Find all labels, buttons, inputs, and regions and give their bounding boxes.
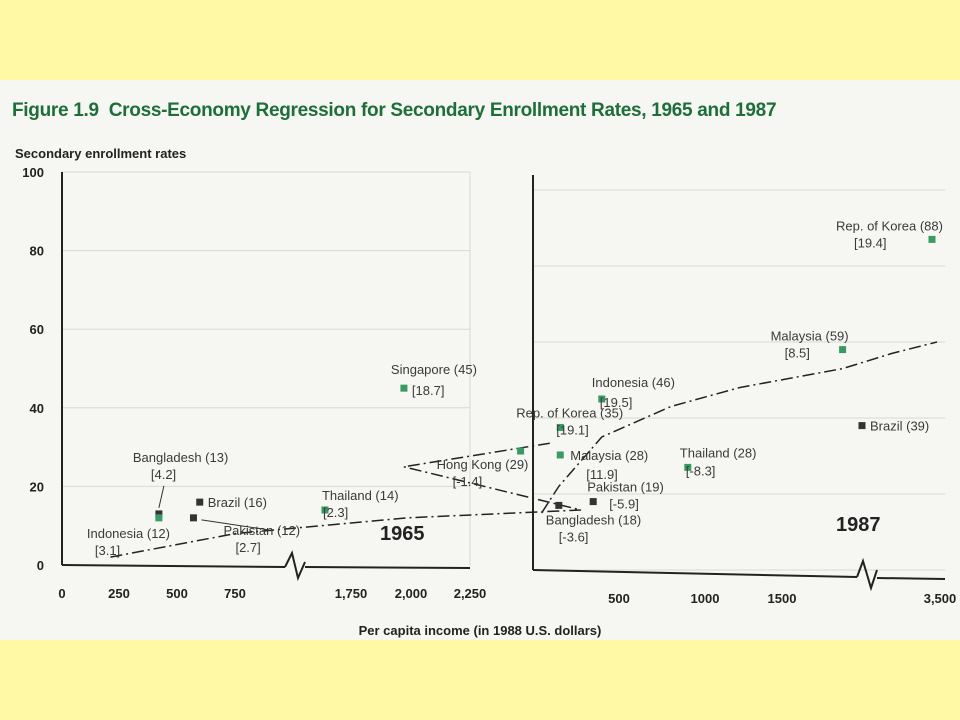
point-label-1965: Singapore (45) xyxy=(391,362,477,377)
point-residual-1987: [19.5] xyxy=(600,395,633,410)
point-label-1965: Indonesia (12) xyxy=(87,526,170,541)
point-residual-1987: [8.5] xyxy=(785,346,810,361)
x-tick-label-1965: 250 xyxy=(108,586,130,601)
figure-number: Figure 1.9 xyxy=(12,100,99,121)
y-axis-title: Secondary enrollment rates xyxy=(15,146,186,161)
point-label-1987: Bangladesh (18) xyxy=(546,512,641,527)
data-point-1987 xyxy=(858,422,866,430)
point-residual-1965: [2.7] xyxy=(235,540,260,555)
point-residual-1987: [19.4] xyxy=(854,235,887,250)
point-residual-1965: [19.1] xyxy=(556,422,589,437)
data-point-1965 xyxy=(321,506,329,514)
point-label-1987: Brazil (39) xyxy=(870,419,929,434)
point-label-1987: Pakistan (19) xyxy=(587,480,664,495)
panel-label-1987: 1987 xyxy=(836,514,881,536)
point-residual-1965: [18.7] xyxy=(412,383,445,398)
x-axis-1987-left xyxy=(532,569,858,578)
point-label-1965: Thailand (14) xyxy=(322,488,399,503)
regression-line-1965 xyxy=(110,442,582,558)
x-axis-1987-right xyxy=(876,577,946,580)
y-tick-label: 100 xyxy=(22,165,44,180)
point-label-1965: Bangladesh (13) xyxy=(133,450,228,465)
x-axis-1965-left xyxy=(61,564,286,568)
data-point-1987 xyxy=(598,395,606,403)
point-residual-1965: [-1.4] xyxy=(453,474,483,489)
figure-title-text: Cross-Economy Regression for Secondary E… xyxy=(108,100,777,121)
point-label-1965: Hong Kong (29) xyxy=(437,457,529,472)
axis-break-1965 xyxy=(284,550,306,582)
x-tick-label-1965: 750 xyxy=(224,586,246,601)
x-tick-label-1965: 2,000 xyxy=(395,586,428,601)
x-tick-label-1965: 1,750 xyxy=(335,586,368,601)
point-residual-1965: [11.9] xyxy=(586,467,618,482)
y-tick-label: 80 xyxy=(30,244,44,259)
y-tick-label: 0 xyxy=(37,558,44,573)
slide-bottom-band xyxy=(0,640,960,720)
point-label-1987: Malaysia (59) xyxy=(771,329,849,344)
point-label-1987: Rep. of Korea (88) xyxy=(836,218,943,233)
data-point-1987 xyxy=(839,346,847,354)
data-point-1965 xyxy=(556,423,564,431)
data-point-1965 xyxy=(556,451,564,459)
y-tick-label: 40 xyxy=(30,401,44,416)
pointer-pakistan-1965 xyxy=(201,519,269,531)
x-axis-1965-right xyxy=(304,566,471,569)
x-tick-label-1987: 1500 xyxy=(768,591,797,606)
panel-label-1965: 1965 xyxy=(380,523,425,545)
data-point-1987 xyxy=(928,235,936,243)
point-label-1965: Rep. of Korea (35) xyxy=(516,405,623,420)
y-tick-label: 20 xyxy=(30,479,44,494)
point-residual-1965: [3.1] xyxy=(95,543,120,558)
x-tick-label-1965: 2,250 xyxy=(454,586,487,601)
point-label-1965: Brazil (16) xyxy=(208,495,267,510)
regression-line-1987 xyxy=(540,341,938,514)
x-axis-title: Per capita income (in 1988 U.S. dollars) xyxy=(359,623,602,638)
point-label-1987: Indonesia (46) xyxy=(592,375,675,390)
x-tick-label-1987: 1000 xyxy=(691,591,720,606)
y-tick-label: 60 xyxy=(30,322,44,337)
figure-title: Figure 1.9 Cross-Economy Regression for S… xyxy=(12,100,777,122)
point-residual-1987: [-3.6] xyxy=(559,529,589,544)
data-point-1965 xyxy=(155,514,163,522)
slide-top-band xyxy=(0,0,960,80)
data-point-1987 xyxy=(589,498,597,506)
x-tick-label-1987: 3,500 xyxy=(924,591,957,606)
point-residual-1987: [-5.9] xyxy=(609,497,639,512)
data-point-1965 xyxy=(189,514,197,522)
point-label-1987: Thailand (28) xyxy=(680,445,757,460)
data-point-1965 xyxy=(517,447,525,455)
point-residual-1965: [2.3] xyxy=(323,505,348,520)
point-residual-1987: [-8.3] xyxy=(686,463,716,478)
x-tick-label-1965: 0 xyxy=(58,586,65,601)
point-residual-1965: [4.2] xyxy=(151,467,176,482)
data-point-1965 xyxy=(196,498,204,506)
scanned-figure-page xyxy=(0,80,960,640)
data-point-1965 xyxy=(400,384,408,392)
point-label-1965: Malaysia (28) xyxy=(570,448,648,463)
data-point-1987 xyxy=(684,463,692,471)
x-tick-label-1987: 500 xyxy=(608,591,630,606)
data-point-1987 xyxy=(555,501,563,509)
x-tick-label-1965: 500 xyxy=(166,586,188,601)
data-point-1965 xyxy=(155,510,163,518)
point-label-1965: Pakistan (12) xyxy=(223,523,300,538)
pointer-bangladesh-1965 xyxy=(158,485,165,509)
axis-break-1987 xyxy=(856,557,878,592)
